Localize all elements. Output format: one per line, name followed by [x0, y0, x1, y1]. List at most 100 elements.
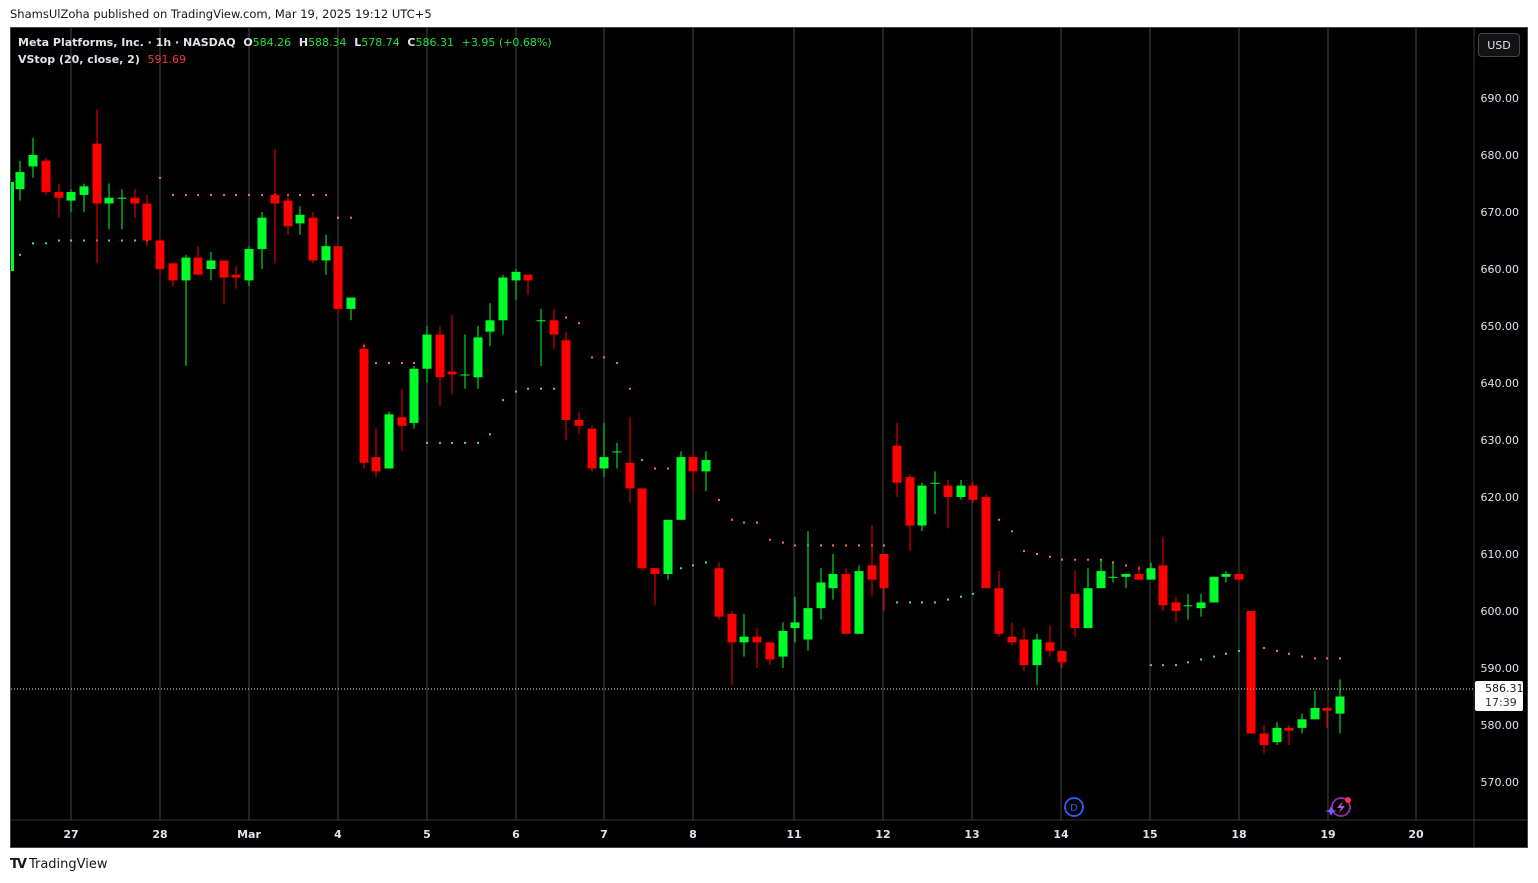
candle-body[interactable] [142, 203, 152, 241]
candle-body[interactable] [637, 488, 647, 569]
candle-body[interactable] [574, 420, 584, 426]
candle-body[interactable] [130, 197, 140, 204]
candle-body[interactable] [879, 554, 889, 589]
candle-body[interactable] [257, 217, 267, 250]
candle-body[interactable] [625, 462, 635, 489]
candle-body[interactable] [498, 277, 508, 321]
candle-body[interactable] [549, 320, 559, 335]
candle-body[interactable] [803, 608, 813, 640]
candle-body[interactable] [1121, 573, 1131, 577]
candle-body[interactable] [587, 428, 597, 469]
candle-body[interactable] [371, 457, 381, 472]
candle-body[interactable] [701, 459, 711, 472]
candle-body[interactable] [1297, 719, 1307, 728]
candle-body[interactable] [1310, 707, 1320, 720]
candle-body[interactable] [1259, 733, 1269, 745]
candle-body[interactable] [1196, 602, 1206, 609]
candle-body[interactable] [397, 417, 407, 426]
candle-body[interactable] [1019, 639, 1029, 666]
candle-body[interactable] [206, 260, 216, 269]
candle-body[interactable] [79, 186, 89, 195]
candle-body[interactable] [828, 573, 838, 589]
candle-body[interactable] [219, 260, 229, 278]
earnings-event-icon[interactable] [1331, 797, 1351, 817]
candle-body[interactable] [599, 457, 609, 469]
candle-body[interactable] [1284, 727, 1294, 731]
candle-body[interactable] [66, 192, 76, 201]
candle-body[interactable] [321, 246, 331, 261]
candle-body[interactable] [283, 200, 293, 227]
candle-body[interactable] [244, 249, 254, 281]
candle-body[interactable] [168, 263, 178, 281]
candle-body[interactable] [308, 217, 318, 261]
candle-body[interactable] [15, 172, 25, 190]
candle-body[interactable] [1108, 576, 1118, 578]
candle-body[interactable] [752, 636, 762, 643]
candle-body[interactable] [1057, 650, 1067, 663]
candle-body[interactable] [359, 348, 369, 463]
candle-body[interactable] [1032, 639, 1042, 666]
candle-body[interactable] [663, 519, 673, 574]
candle-body[interactable] [295, 214, 305, 224]
candle-body[interactable] [447, 371, 457, 375]
candle-body[interactable] [1134, 573, 1144, 580]
candle-body[interactable] [714, 568, 724, 617]
dividend-marker-icon[interactable] [1064, 797, 1084, 817]
candle-body[interactable] [346, 297, 356, 309]
candle-body[interactable] [1096, 571, 1106, 589]
candle-body[interactable] [1045, 642, 1055, 651]
chart-frame[interactable] [10, 27, 1528, 848]
candle-body[interactable] [778, 630, 788, 657]
candle-body[interactable] [841, 573, 851, 634]
candle-body[interactable] [943, 485, 953, 497]
candle-body[interactable] [867, 565, 877, 580]
candle-body[interactable] [511, 271, 521, 281]
candle-body[interactable] [968, 485, 978, 500]
candle-body[interactable] [54, 192, 64, 198]
candle-body[interactable] [41, 160, 51, 193]
candle-body[interactable] [676, 457, 686, 520]
candle-body[interactable] [561, 340, 571, 421]
candle-body[interactable] [930, 482, 940, 484]
candle-body[interactable] [612, 451, 622, 453]
candle-body[interactable] [384, 414, 394, 469]
candle-body[interactable] [1083, 588, 1093, 629]
candle-body[interactable] [854, 571, 864, 634]
indicator-title[interactable]: VStop (20, close, 2) [18, 53, 140, 66]
candle-body[interactable] [956, 485, 966, 497]
candle-body[interactable] [422, 334, 432, 369]
candle-body[interactable] [739, 636, 749, 643]
candle-body[interactable] [1158, 565, 1168, 606]
candle-body[interactable] [994, 588, 1004, 634]
candle-body[interactable] [117, 197, 127, 199]
candle-body[interactable] [1070, 593, 1080, 629]
candle-body[interactable] [917, 485, 927, 526]
candle-body[interactable] [333, 246, 343, 309]
candle-body[interactable] [1209, 576, 1219, 603]
candle-body[interactable] [727, 613, 737, 643]
candle-body[interactable] [1246, 611, 1256, 734]
candle-body[interactable] [1183, 605, 1193, 607]
candle-body[interactable] [650, 568, 660, 574]
candle-body[interactable] [905, 477, 915, 526]
candle-body[interactable] [790, 622, 800, 629]
candle-body[interactable] [231, 274, 241, 278]
candle-body[interactable] [981, 497, 991, 589]
currency-button[interactable]: USD [1478, 33, 1520, 57]
candle-body[interactable] [536, 320, 546, 322]
symbol-title[interactable]: Meta Platforms, Inc. · 1h · NASDAQ [18, 36, 236, 49]
candle-body[interactable] [1272, 727, 1282, 743]
candle-body[interactable] [688, 457, 698, 472]
candle-body[interactable] [1322, 707, 1332, 711]
candle-body[interactable] [892, 445, 902, 483]
candle-body[interactable] [1234, 573, 1244, 580]
candle-body[interactable] [193, 257, 203, 275]
candle-body[interactable] [104, 197, 114, 204]
candle-body[interactable] [1171, 602, 1181, 611]
candle-body[interactable] [1007, 636, 1017, 643]
candle-body[interactable] [485, 320, 495, 332]
candle-body[interactable] [765, 642, 775, 660]
candle-body[interactable] [409, 368, 419, 423]
candle-body[interactable] [1335, 696, 1345, 714]
candle-body[interactable] [816, 582, 826, 609]
